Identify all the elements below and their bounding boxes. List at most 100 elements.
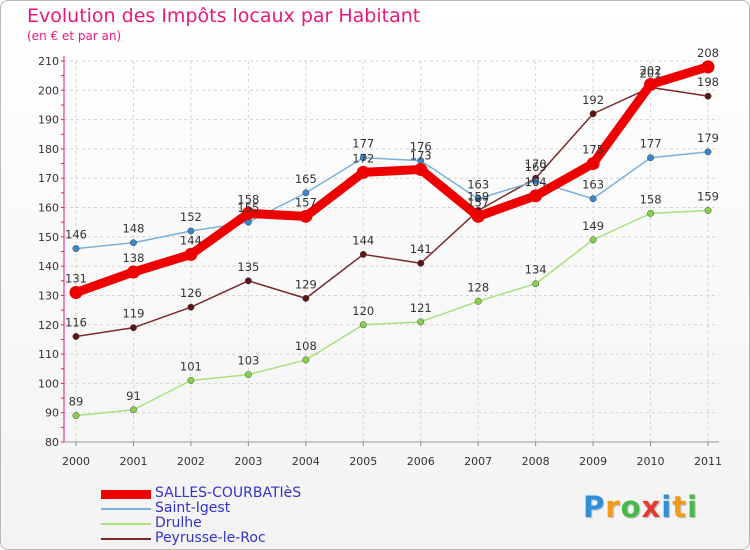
data-label: 163 — [582, 178, 604, 192]
data-point — [417, 259, 425, 267]
data-point — [474, 195, 482, 203]
data-label: 172 — [352, 151, 374, 165]
data-point — [126, 265, 140, 279]
data-point — [184, 247, 198, 261]
y-tick-label: 190 — [38, 114, 59, 127]
y-tick-label: 90 — [45, 407, 59, 420]
data-point — [532, 280, 540, 288]
data-point — [704, 148, 712, 156]
data-point — [130, 324, 137, 332]
data-label: 101 — [180, 359, 202, 373]
legend-swatch — [101, 508, 151, 510]
chart-subtitle: (en € et par an) — [27, 29, 122, 43]
data-label: 103 — [237, 354, 259, 368]
data-point — [356, 165, 370, 179]
x-tick-label: 2007 — [464, 455, 492, 468]
data-point — [704, 207, 712, 214]
data-label: 208 — [697, 46, 719, 60]
data-point — [589, 110, 597, 118]
data-point — [471, 209, 485, 223]
data-label: 163 — [467, 178, 489, 192]
data-label: 89 — [69, 395, 84, 409]
data-label: 148 — [122, 222, 144, 236]
y-tick-label: 100 — [38, 377, 59, 390]
data-label: 141 — [410, 242, 432, 256]
data-label: 165 — [295, 172, 317, 186]
data-label: 152 — [180, 210, 202, 224]
legend-label: Saint-Igest — [155, 500, 231, 516]
legend-swatch — [101, 490, 151, 499]
data-label: 129 — [295, 277, 317, 291]
data-label: 177 — [352, 137, 374, 151]
x-tick-label: 2006 — [407, 455, 435, 468]
y-tick-label: 110 — [38, 348, 59, 361]
brand-logo-letter: o — [620, 490, 642, 524]
brand-logo-letter: i — [687, 490, 699, 524]
data-point — [586, 157, 600, 171]
data-label: 159 — [467, 189, 489, 203]
data-point — [72, 333, 80, 340]
data-label: 170 — [525, 157, 547, 171]
data-point — [69, 286, 83, 300]
data-label: 144 — [352, 233, 374, 247]
data-point — [589, 195, 597, 203]
data-point — [130, 239, 137, 247]
data-label: 176 — [410, 140, 432, 154]
y-tick-label: 170 — [38, 172, 59, 185]
y-tick-label: 120 — [38, 319, 59, 332]
data-point — [414, 162, 428, 176]
data-label: 131 — [65, 272, 87, 286]
data-label: 158 — [640, 192, 662, 206]
data-label: 177 — [640, 137, 662, 151]
x-tick-label: 2003 — [234, 455, 262, 468]
data-point — [359, 321, 367, 329]
x-tick-label: 2011 — [694, 455, 722, 468]
data-point — [130, 406, 137, 414]
brand-logo-letter: t — [672, 490, 688, 524]
data-label: 138 — [122, 251, 144, 265]
x-tick-label: 2002 — [177, 455, 205, 468]
data-point — [644, 77, 658, 91]
x-tick-label: 2005 — [349, 455, 377, 468]
y-tick-label: 200 — [38, 84, 59, 97]
data-point — [704, 92, 712, 100]
brand-logo-letter: P — [583, 490, 606, 524]
data-label: 179 — [697, 131, 719, 145]
data-label: 116 — [65, 315, 87, 329]
data-point — [302, 294, 310, 302]
label-layer: 89 91 101 103 108 120 121 128 134 149 158 159 116 119… — [65, 46, 719, 409]
brand-logo-letter: i — [661, 490, 673, 524]
series-line — [71, 62, 713, 298]
legend-swatch — [101, 523, 151, 525]
data-point — [244, 277, 252, 285]
data-label: 198 — [697, 75, 719, 89]
y-tick-label: 140 — [38, 260, 59, 273]
data-label: 144 — [180, 233, 202, 247]
y-tick-label: 150 — [38, 231, 59, 244]
data-label: 157 — [467, 195, 489, 209]
data-label: 128 — [467, 280, 489, 294]
data-label: 119 — [122, 307, 144, 321]
data-label: 201 — [640, 66, 662, 80]
brand-logo-letter: x — [641, 490, 662, 524]
data-point — [701, 60, 715, 74]
data-point — [474, 297, 482, 305]
data-label: 202 — [640, 63, 662, 77]
data-point — [647, 209, 654, 217]
chart-title: Evolution des Impôts locaux par Habitant — [27, 5, 421, 27]
data-label: 157 — [295, 195, 317, 209]
data-label: 159 — [697, 189, 719, 203]
series-line — [75, 209, 709, 417]
brand-logo: Proxiti — [583, 490, 698, 524]
data-label: 155 — [237, 201, 259, 215]
y-tick-label: 130 — [38, 289, 59, 302]
legend-label: SALLES-COURBATIèS — [155, 485, 302, 501]
data-label: 175 — [582, 143, 604, 157]
y-tick-label: 160 — [38, 202, 59, 215]
legend-swatch — [101, 538, 151, 540]
data-point — [359, 250, 367, 258]
data-point — [187, 377, 195, 384]
data-point — [187, 303, 195, 311]
data-label: 164 — [525, 175, 547, 189]
